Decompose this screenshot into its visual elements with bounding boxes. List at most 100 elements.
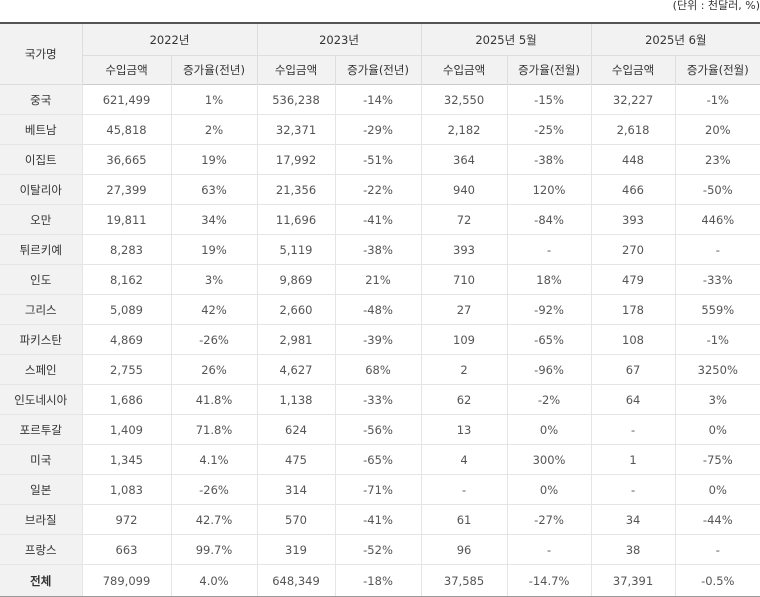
import-amount-cell: 940: [420, 174, 508, 205]
country-name: 중국: [0, 84, 82, 115]
growth-rate-cell: 63%: [170, 174, 258, 205]
import-amount-cell: 8,283: [81, 234, 171, 265]
country-name: 튀르키예: [0, 234, 82, 265]
growth-rate-cell: 41.8%: [170, 384, 258, 415]
import-amount-cell: 37,585: [420, 564, 508, 597]
import-amount-cell: 1,409: [81, 414, 171, 445]
growth-rate-cell: -26%: [170, 474, 258, 505]
growth-rate-cell: 4.1%: [170, 444, 258, 475]
import-amount-cell: 393: [420, 234, 508, 265]
import-amount-cell: 32,550: [420, 84, 508, 115]
import-amount-cell: 5,089: [81, 294, 171, 325]
growth-rate-cell: -27%: [506, 504, 592, 535]
import-amount-cell: 108: [590, 324, 676, 355]
import-amount-cell: 17,992: [256, 144, 336, 175]
growth-rate-cell: -71%: [334, 474, 422, 505]
import-amount-cell: 475: [256, 444, 336, 475]
table-row: 오만 19,811 34% 11,696 -41% 72 -84% 393 446%: [0, 204, 760, 235]
country-name: 오만: [0, 204, 82, 235]
growth-rate-cell: 99.7%: [170, 534, 258, 565]
growth-rate-cell: -26%: [170, 324, 258, 355]
growth-rate-cell: 120%: [506, 174, 592, 205]
growth-rate-cell: 68%: [334, 354, 422, 385]
country-name: 포르투갈: [0, 414, 82, 445]
import-amount-cell: 4,627: [256, 354, 336, 385]
import-amount-cell: 448: [590, 144, 676, 175]
import-amount-cell: 789,099: [81, 564, 171, 597]
growth-rate-cell: -44%: [674, 504, 760, 535]
growth-rate-cell: -50%: [674, 174, 760, 205]
growth-rate-cell: 42%: [170, 294, 258, 325]
growth-rate-cell: -38%: [506, 144, 592, 175]
growth-rate-cell: -1%: [674, 324, 760, 355]
table-row: 브라질 972 42.7% 570 -41% 61 -27% 34 -44%: [0, 504, 760, 535]
import-amount-cell: 109: [420, 324, 508, 355]
metric-header: 증가율(전년): [334, 55, 422, 85]
import-amount-cell: 32,227: [590, 84, 676, 115]
growth-rate-cell: -39%: [334, 324, 422, 355]
growth-rate-cell: 34%: [170, 204, 258, 235]
import-amount-cell: 314: [256, 474, 336, 505]
growth-rate-cell: -18%: [334, 564, 422, 597]
country-name: 인도네시아: [0, 384, 82, 415]
import-amount-cell: 624: [256, 414, 336, 445]
metric-header: 수입금액: [81, 55, 171, 85]
growth-rate-cell: -1%: [674, 84, 760, 115]
import-amount-cell: 11,696: [256, 204, 336, 235]
period-header: 2025년 6월: [590, 23, 760, 56]
metric-header: 증가율(전월): [506, 55, 592, 85]
import-amount-cell: 5,119: [256, 234, 336, 265]
country-name: 이집트: [0, 144, 82, 175]
import-amount-cell: 2,618: [590, 114, 676, 145]
import-amount-cell: 8,162: [81, 264, 171, 295]
growth-rate-cell: 0%: [674, 474, 760, 505]
import-amount-cell: 27: [420, 294, 508, 325]
import-amount-cell: 36,665: [81, 144, 171, 175]
import-amount-cell: 2,981: [256, 324, 336, 355]
import-amount-cell: 4: [420, 444, 508, 475]
growth-rate-cell: -22%: [334, 174, 422, 205]
import-amount-cell: 72: [420, 204, 508, 235]
growth-rate-cell: 19%: [170, 144, 258, 175]
import-amount-cell: 38: [590, 534, 676, 565]
header-row-metrics: 수입금액 증가율(전년) 수입금액 증가율(전년) 수입금액 증가율(전월) 수…: [0, 55, 760, 85]
import-amount-cell: 62: [420, 384, 508, 415]
import-amount-cell: 96: [420, 534, 508, 565]
growth-rate-cell: 4.0%: [170, 564, 258, 597]
country-name: 이탈리아: [0, 174, 82, 205]
import-amount-cell: 64: [590, 384, 676, 415]
metric-header: 수입금액: [590, 55, 676, 85]
country-name: 파키스탄: [0, 324, 82, 355]
growth-rate-cell: -51%: [334, 144, 422, 175]
table-row: 베트남 45,818 2% 32,371 -29% 2,182 -25% 2,618 20%: [0, 114, 760, 145]
table-body: 중국 621,499 1% 536,238 -14% 32,550 -15% 32,227 -1…: [0, 84, 760, 597]
growth-rate-cell: 2%: [170, 114, 258, 145]
growth-rate-cell: 3%: [170, 264, 258, 295]
growth-rate-cell: -38%: [334, 234, 422, 265]
country-name: 브라질: [0, 504, 82, 535]
country-name: 인도: [0, 264, 82, 295]
import-amount-cell: 270: [590, 234, 676, 265]
import-amount-cell: 2: [420, 354, 508, 385]
table-row: 튀르키예 8,283 19% 5,119 -38% 393-270-: [0, 234, 760, 265]
import-amount-cell: 466: [590, 174, 676, 205]
growth-rate-cell: -65%: [334, 444, 422, 475]
import-amount-cell: -: [590, 474, 676, 505]
period-header: 2023년: [256, 23, 422, 56]
import-amount-cell: 4,869: [81, 324, 171, 355]
metric-header: 수입금액: [256, 55, 336, 85]
table-row: 프랑스 663 99.7% 319 -52% 96-38-: [0, 534, 760, 565]
growth-rate-cell: -29%: [334, 114, 422, 145]
growth-rate-cell: 0%: [506, 474, 592, 505]
import-amount-cell: 621,499: [81, 84, 171, 115]
table-row: 인도 8,162 3% 9,869 21% 710 18% 479 -33%: [0, 264, 760, 295]
growth-rate-cell: 42.7%: [170, 504, 258, 535]
metric-header: 증가율(전년): [170, 55, 258, 85]
period-header: 2022년: [81, 23, 258, 56]
import-amount-cell: 45,818: [81, 114, 171, 145]
growth-rate-cell: -2%: [506, 384, 592, 415]
growth-rate-cell: 446%: [674, 204, 760, 235]
growth-rate-cell: -48%: [334, 294, 422, 325]
import-amount-cell: 648,349: [256, 564, 336, 597]
growth-rate-cell: -33%: [334, 384, 422, 415]
